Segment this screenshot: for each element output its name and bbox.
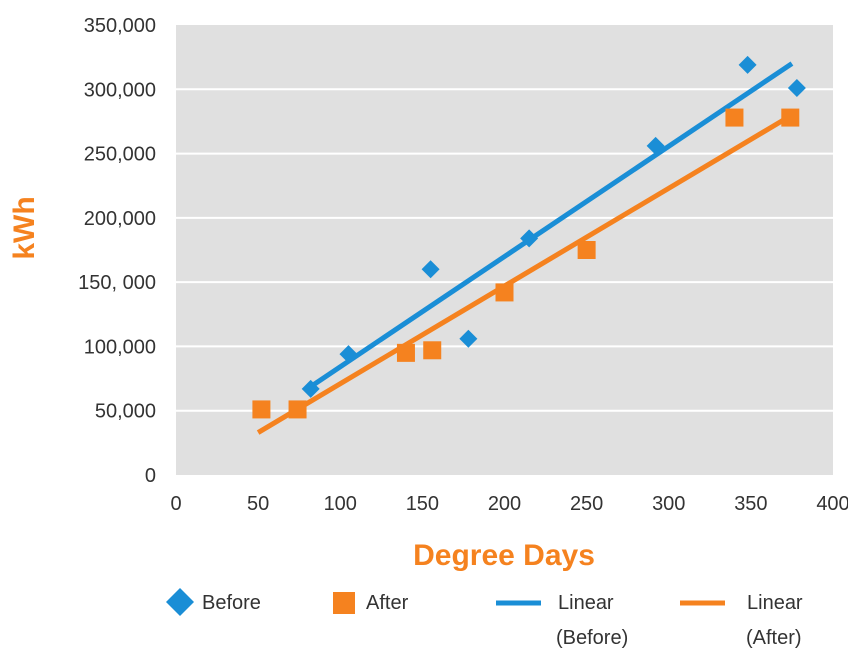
x-tick-label: 150 [406, 493, 439, 515]
data-points [252, 55, 806, 419]
x-tick-label: 0 [170, 493, 181, 515]
legend-label-linear-after: Linear [747, 592, 803, 614]
plot-area [176, 25, 833, 475]
y-tick-label: 300,000 [84, 79, 156, 101]
point-after [781, 108, 800, 127]
y-tick-label: 200,000 [84, 208, 156, 230]
point-after [423, 341, 442, 360]
legend-label-linear-after-line2: (After) [746, 627, 802, 649]
legend-label-linear-before-line2: (Before) [556, 627, 628, 649]
trendlines [256, 61, 794, 435]
legend: Before After Linear (Before) Linear (Aft… [166, 588, 803, 649]
point-after [495, 283, 514, 302]
trendline-after [256, 112, 794, 435]
y-tick-label: 0 [145, 465, 156, 487]
point-before [787, 79, 806, 97]
x-tick-label: 350 [734, 493, 767, 515]
x-tick-label: 100 [324, 493, 357, 515]
y-tick-label: 250,000 [84, 144, 156, 166]
point-before [339, 345, 358, 364]
point-before [646, 136, 665, 155]
point-after [252, 400, 271, 419]
point-after [396, 343, 415, 362]
x-axis-ticks: 0 50 100 150 200 250 300 350 400 [170, 493, 848, 515]
legend-square-icon [333, 592, 355, 614]
y-tick-label: 100,000 [84, 336, 156, 358]
gridlines [176, 88, 833, 412]
point-after [725, 108, 744, 127]
point-before [520, 229, 539, 248]
point-after [288, 400, 307, 419]
x-axis-title: Degree Days [413, 539, 595, 572]
legend-diamond-icon [166, 588, 194, 616]
x-tick-label: 50 [247, 493, 269, 515]
point-before [738, 55, 757, 74]
x-tick-label: 300 [652, 493, 685, 515]
y-tick-label: 350,000 [84, 15, 156, 37]
point-before [301, 379, 320, 398]
point-before [421, 260, 440, 279]
legend-label-linear-before: Linear [558, 592, 614, 614]
point-after [577, 241, 596, 259]
legend-label-after: After [366, 592, 409, 614]
y-tick-label: 50,000 [95, 401, 156, 423]
trendline-before [306, 61, 794, 391]
legend-label-before: Before [202, 592, 261, 614]
x-tick-label: 250 [570, 493, 603, 515]
x-tick-label: 400 [816, 493, 848, 515]
y-tick-label: 150, 000 [78, 272, 156, 294]
x-tick-label: 200 [488, 493, 521, 515]
point-before [459, 329, 478, 348]
y-axis-ticks: 0 50,000 100,000 150, 000 200,000 250,000 300,… [78, 15, 156, 487]
y-axis-title: kWh [8, 196, 41, 259]
